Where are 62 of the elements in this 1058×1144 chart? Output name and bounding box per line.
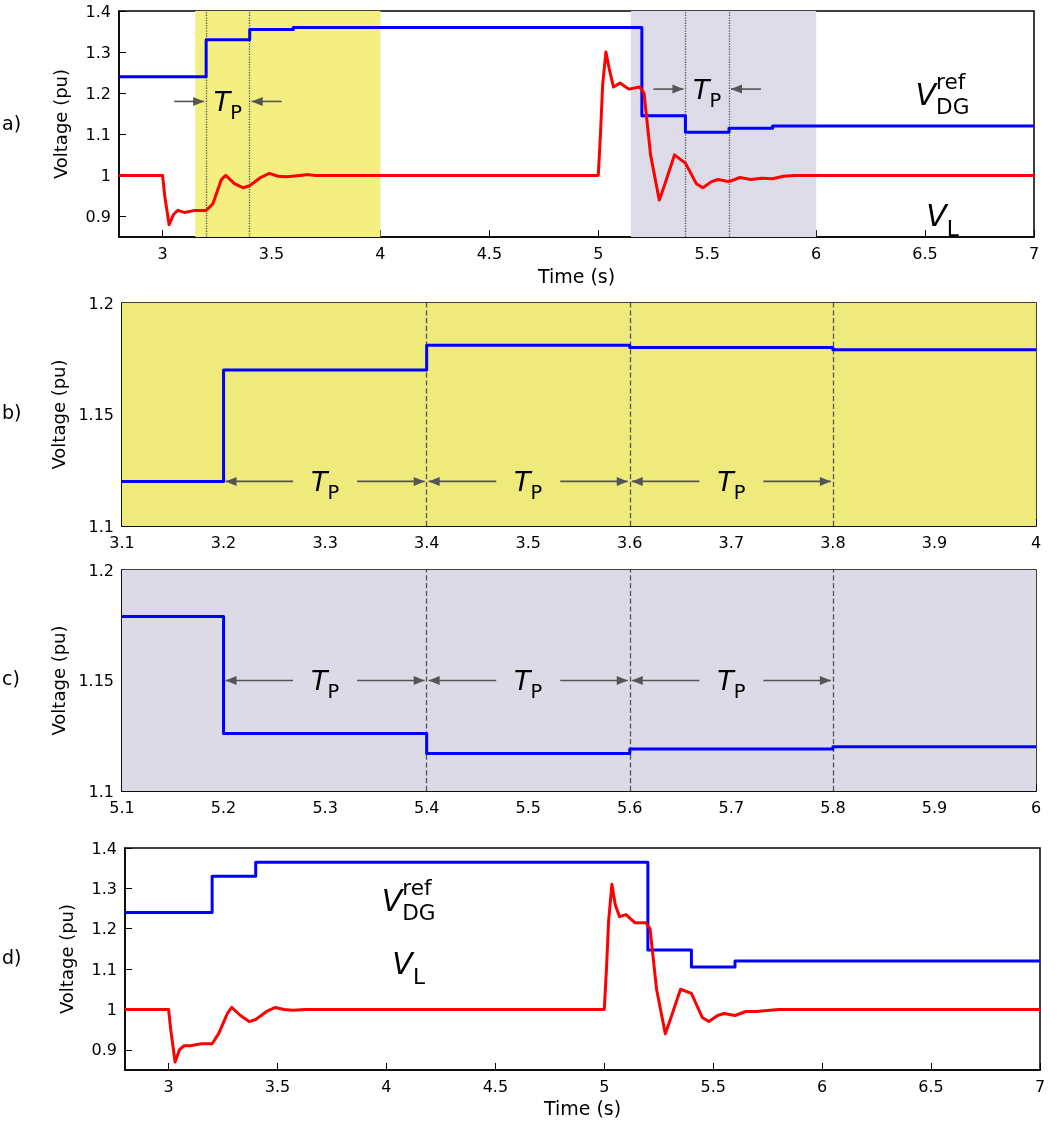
- y-tick-label: 1.15: [78, 405, 114, 424]
- x-tick-label: 6.5: [918, 1076, 944, 1096]
- x-tick-label: 5.5: [700, 1076, 726, 1096]
- x-tick-label: 3.5: [258, 243, 285, 263]
- x-tick-label: 3: [163, 1076, 174, 1096]
- y-tick-label: 1.4: [91, 838, 117, 858]
- x-tick-label: 5.4: [413, 797, 440, 817]
- x-axis-title: Time (s): [536, 264, 616, 287]
- x-tick-label: 5.2: [210, 797, 237, 817]
- x-tick-label: 5.9: [921, 797, 948, 817]
- x-tick-label: 6: [811, 243, 822, 263]
- y-axis-title: Voltage (pu): [49, 68, 71, 180]
- x-tick-label: 3.4: [413, 532, 440, 552]
- x-tick-label: 4: [381, 1076, 392, 1096]
- y-axis-title: Voltage (pu): [47, 625, 69, 736]
- y-axis-title: Voltage (pu): [55, 903, 77, 1015]
- x-tick-label: 4.5: [476, 243, 503, 263]
- y-tick-label: 0.9: [85, 207, 111, 227]
- x-tick-label: 7: [1028, 243, 1040, 263]
- x-tick-label: 5.5: [515, 797, 541, 817]
- y-tick-label: 1.2: [91, 919, 117, 939]
- x-tick-label: 3.5: [515, 532, 541, 552]
- x-tick-label: 3.3: [312, 532, 338, 552]
- y-tick-label: 1.1: [91, 959, 117, 979]
- y-tick-label: 1.15: [78, 671, 114, 690]
- y-axis-title: Voltage (pu): [47, 359, 69, 470]
- y-tick-label: 1.2: [88, 560, 114, 580]
- x-tick-label: 3.7: [718, 532, 745, 552]
- x-tick-label: 5.8: [820, 797, 846, 817]
- text: d): [2, 945, 22, 968]
- x-tick-label: 3.8: [820, 532, 846, 552]
- x-tick-label: 5.7: [718, 797, 745, 817]
- y-tick-label: 1.3: [85, 42, 111, 62]
- x-tick-label: 6.5: [912, 243, 938, 263]
- x-tick-label: 5.3: [312, 797, 338, 817]
- x-tick-label: 3.6: [617, 532, 643, 552]
- text: b): [2, 401, 22, 423]
- x-tick-label: 5.5: [694, 243, 720, 263]
- x-tick-label: 6: [1030, 797, 1042, 817]
- y-tick-label: 1.3: [91, 878, 117, 898]
- y-tick-label: 1.2: [88, 293, 114, 313]
- text: a): [2, 111, 22, 134]
- x-tick-label: 5: [599, 1076, 610, 1096]
- x-tick-label: 5: [593, 243, 604, 263]
- y-tick-label: 1.2: [85, 83, 111, 103]
- x-tick-label: 5.6: [617, 797, 643, 817]
- y-tick-label: 1: [106, 999, 117, 1019]
- x-tick-label: 3.2: [210, 532, 237, 552]
- x-tick-label: 4.5: [482, 1076, 509, 1096]
- y-tick-label: 1: [100, 165, 111, 185]
- x-tick-label: 3: [157, 243, 168, 263]
- x-tick-label: 4: [1030, 532, 1042, 552]
- x-tick-label: 6: [817, 1076, 828, 1096]
- x-tick-label: 3.9: [921, 532, 948, 552]
- x-tick-label: 3.5: [264, 1076, 291, 1096]
- x-tick-label: 7: [1034, 1076, 1046, 1096]
- x-tick-label: 4: [375, 243, 386, 263]
- x-axis-title: Time (s): [542, 1097, 622, 1120]
- text: c): [2, 667, 20, 689]
- y-tick-label: 1.1: [85, 124, 111, 144]
- y-tick-label: 1.4: [85, 1, 111, 21]
- y-tick-label: 0.9: [91, 1040, 117, 1060]
